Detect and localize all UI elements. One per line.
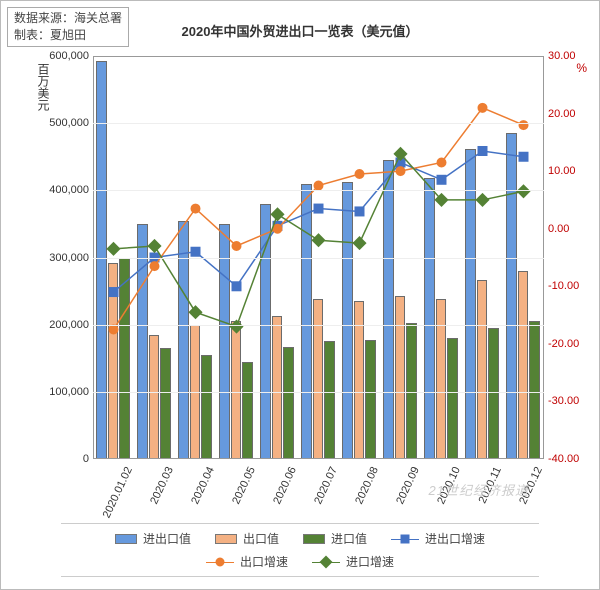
legend-label: 出口值 [243, 530, 279, 547]
legend-item-ck_val: 出口值 [215, 530, 279, 547]
y-right-tick-label: -40.00 [544, 453, 579, 465]
legend-item-jck_val: 进出口值 [115, 530, 191, 547]
plot-area: 2020.01.022020.032020.042020.052020.0620… [93, 56, 544, 459]
chart-title: 2020年中国外贸进出口一览表（美元值） [1, 21, 599, 40]
y-right-tick-label: 20.00 [544, 108, 576, 120]
legend-item-jk_yoy: 进口增速 [312, 553, 394, 570]
legend-label: 进出口增速 [425, 530, 485, 547]
legend: 进出口值 出口值 进口值 进出口增速出口增速 进口增速 [61, 523, 539, 577]
y-left-tick-label: 0 [83, 453, 93, 465]
x-axis-label: 2020.06 [271, 465, 299, 506]
y-right-tick-label: 0.00 [544, 223, 569, 235]
y-right-tick-label: -30.00 [544, 395, 579, 407]
legend-swatch-line [391, 534, 419, 544]
legend-swatch-line [312, 557, 340, 567]
y-left-tick-label: 200,000 [49, 319, 93, 331]
y-left-tick-label: 600,000 [49, 50, 93, 62]
x-axis-label: 2020.07 [312, 465, 340, 506]
legend-label: 进口增速 [346, 553, 394, 570]
y-left-tick-label: 500,000 [49, 117, 93, 129]
y-axis-right-title: % [576, 61, 587, 75]
legend-item-ck_yoy: 出口增速 [206, 553, 288, 570]
x-axis-label: 2020.11 [476, 465, 503, 505]
legend-label: 进口值 [331, 530, 367, 547]
legend-label: 出口增速 [240, 553, 288, 570]
legend-swatch-bar [115, 534, 137, 544]
legend-item-jk_val: 进口值 [303, 530, 367, 547]
y-right-tick-label: -20.00 [544, 338, 579, 350]
y-left-tick-label: 400,000 [49, 184, 93, 196]
x-axis-label: 2020.01.02 [100, 465, 134, 520]
legend-item-jck_yoy: 进出口增速 [391, 530, 485, 547]
y-axis-left-title: 百万美元 [35, 63, 52, 111]
x-labels-layer [93, 56, 544, 459]
legend-swatch-line [206, 557, 234, 567]
y-right-tick-label: 30.00 [544, 50, 576, 62]
x-axis-label: 2020.12 [517, 465, 545, 506]
legend-swatch-bar [215, 534, 237, 544]
x-axis-label: 2020.09 [394, 465, 422, 506]
y-left-tick-label: 300,000 [49, 252, 93, 264]
x-axis-label: 2020.05 [230, 465, 258, 506]
y-right-tick-label: -10.00 [544, 280, 579, 292]
x-axis-label: 2020.03 [148, 465, 176, 506]
legend-label: 进出口值 [143, 530, 191, 547]
legend-swatch-bar [303, 534, 325, 544]
x-axis-label: 2020.08 [353, 465, 381, 506]
chart-frame: { "source_note": { "line1_label": "数据来源：… [0, 0, 600, 590]
x-axis-label: 2020.04 [189, 465, 217, 506]
y-right-tick-label: 10.00 [544, 165, 576, 177]
y-left-tick-label: 100,000 [49, 386, 93, 398]
x-axis-label: 2020.10 [435, 465, 463, 506]
